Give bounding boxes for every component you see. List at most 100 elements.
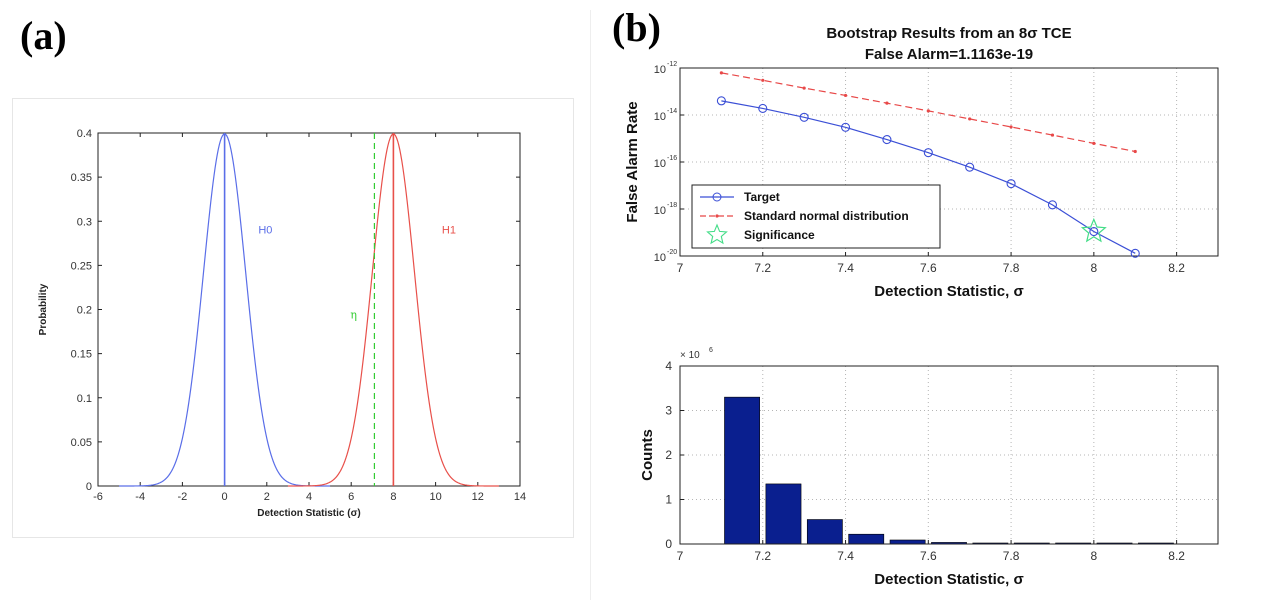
y-multiplier-exponent: 6 (709, 347, 713, 354)
x-tick-label: -6 (93, 491, 103, 503)
series-target-line (721, 100, 1136, 254)
y-tick-label: 0.05 (71, 437, 92, 449)
y-tick-label: 1 (665, 493, 672, 507)
standard-normal-point (885, 101, 889, 105)
y-tick-label: 2 (665, 448, 672, 462)
y-tick-label: 0 (86, 481, 92, 493)
y-tick-label: 3 (665, 404, 672, 418)
x-tick-label: 7.2 (754, 261, 771, 275)
target-point (923, 148, 933, 158)
standard-normal-point (719, 71, 723, 75)
y-tick-label-base: 10 (654, 158, 666, 170)
bar (889, 539, 926, 545)
y-tick-label: 0.35 (71, 172, 92, 184)
standard-normal-point (926, 109, 930, 113)
series-h0-label: H0 (258, 224, 272, 236)
x-tick-label: 4 (306, 491, 312, 503)
y-tick-label-exponent: -12 (667, 61, 677, 68)
panel-a-frame (12, 98, 574, 538)
y-tick-label-exponent: -20 (667, 249, 677, 256)
target-point (716, 96, 726, 106)
legend-entry-0: Target (744, 190, 780, 204)
x-tick-label: 8 (1091, 549, 1098, 563)
y-tick-label-base: 10 (654, 252, 666, 264)
target-point (1047, 200, 1058, 210)
panel-a-label: (a) (20, 13, 67, 58)
legend-entry-2: Significance (744, 228, 815, 242)
x-tick-label: -2 (178, 491, 188, 503)
y-axis-label: Probability (38, 283, 49, 335)
x-tick-label: 7.8 (1003, 549, 1020, 563)
x-tick-label: 8.2 (1168, 549, 1185, 563)
x-tick-label: 7.6 (920, 261, 937, 275)
standard-normal-point (1009, 125, 1013, 129)
x-tick-label: 8.2 (1168, 261, 1185, 275)
legend-standard-normal-marker (715, 214, 719, 218)
standard-normal-point (802, 86, 806, 90)
bar (848, 533, 885, 545)
x-tick-label: 8 (1091, 261, 1098, 275)
y-tick-label: 0.15 (71, 349, 92, 361)
standard-normal-point (1133, 149, 1137, 154)
x-axis-label: Detection Statistic, σ (874, 571, 1023, 588)
y-tick-label: 0.2 (77, 305, 92, 317)
standard-normal-point (761, 78, 765, 82)
x-tick-label: 12 (472, 491, 484, 503)
x-tick-label: 7.6 (920, 549, 937, 563)
legend-box (691, 184, 941, 249)
target-point (1130, 248, 1140, 258)
x-axis-label: Detection Statistic, σ (874, 283, 1023, 300)
y-tick-label: 0.25 (71, 260, 92, 272)
standard-normal-point (843, 93, 848, 98)
y-axis-label: Counts (639, 429, 656, 481)
y-tick-label: 0 (665, 537, 672, 551)
x-tick-label: 7 (677, 261, 684, 275)
target-point (758, 103, 768, 113)
x-tick-label: 8 (390, 491, 396, 503)
chart-subtitle: False Alarm=1.1163e-19 (865, 46, 1033, 63)
y-tick-label: 0.4 (77, 128, 92, 140)
target-point (965, 162, 975, 172)
x-axis-label: Detection Statistic (σ) (257, 508, 361, 519)
legend-significance-marker (706, 223, 728, 245)
x-tick-label: 10 (429, 491, 441, 503)
y-tick-label: 0.1 (77, 393, 92, 405)
bar (806, 519, 843, 545)
standard-normal-point (968, 117, 972, 121)
y-axis-label: False Alarm Rate (624, 101, 641, 222)
y-tick-label-base: 10 (654, 64, 666, 76)
bar (765, 483, 802, 545)
panel-b-label: (b) (612, 5, 661, 50)
y-tick-label-base: 10 (654, 205, 666, 217)
chart-title: Bootstrap Results from an 8σ TCE (826, 25, 1071, 42)
legend-target-marker (712, 192, 722, 202)
target-point (1006, 179, 1016, 189)
x-tick-label: 7.4 (837, 261, 854, 275)
legend-entry-1: Standard normal distribution (744, 209, 909, 223)
x-tick-label: 7.2 (754, 549, 771, 563)
y-tick-label-exponent: -14 (667, 108, 677, 115)
x-tick-label: 0 (222, 491, 228, 503)
target-point (840, 122, 851, 132)
series-h1-label: H1 (442, 224, 456, 236)
standard-normal-point (1050, 133, 1055, 137)
x-tick-label: 7 (677, 549, 684, 563)
y-tick-label-exponent: -16 (667, 155, 677, 162)
panel-b-frame (590, 10, 1271, 600)
bar (724, 396, 760, 545)
y-tick-label: 0.3 (77, 216, 92, 228)
y-multiplier-label: × 10 (680, 350, 700, 361)
x-tick-label: 6 (348, 491, 354, 503)
target-point (1089, 226, 1099, 237)
y-tick-label-exponent: -18 (667, 202, 677, 209)
significance-star (1080, 217, 1107, 243)
x-tick-label: 7.4 (837, 549, 854, 563)
target-point (882, 135, 892, 145)
x-tick-label: 14 (514, 491, 526, 503)
x-tick-label: 7.8 (1003, 261, 1020, 275)
y-tick-label-base: 10 (654, 111, 666, 123)
standard-normal-point (1092, 141, 1096, 145)
